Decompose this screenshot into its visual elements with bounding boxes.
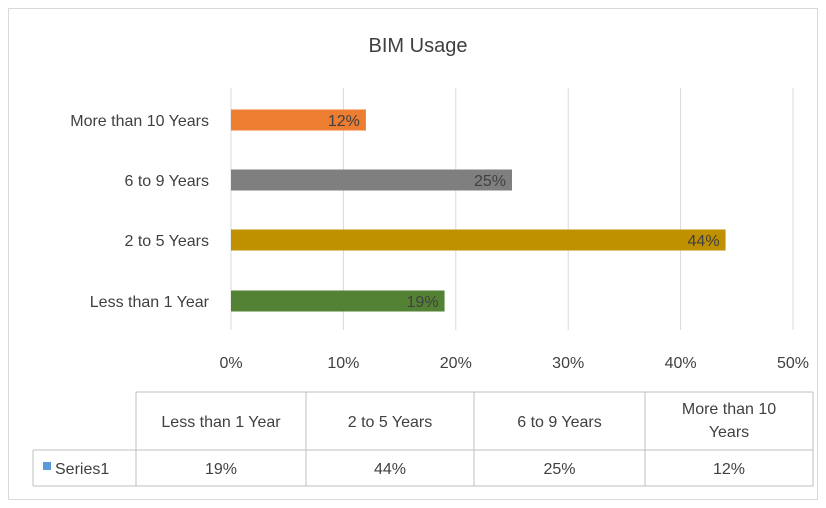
bars: 19% 44% 25% 12% — [231, 109, 726, 312]
x-tick-label: 20% — [440, 355, 472, 372]
bar — [231, 109, 366, 131]
table-value-cell: 12% — [713, 461, 745, 478]
table-value-cell: 44% — [374, 461, 406, 478]
category-labels: Less than 1 Year 2 to 5 Years 6 to 9 Years… — [70, 113, 209, 311]
x-tick-label: 0% — [219, 355, 242, 372]
legend-key — [43, 462, 51, 470]
table-value-cell: 19% — [205, 461, 237, 478]
data-label: 12% — [328, 113, 360, 130]
table-header-cell: More than 10 Years — [682, 401, 776, 441]
x-tick-label: 30% — [552, 355, 584, 372]
data-label: 19% — [407, 294, 439, 311]
bar — [231, 169, 512, 191]
x-tick-label: 40% — [665, 355, 697, 372]
bar — [231, 229, 726, 251]
data-table: Less than 1 Year 2 to 5 Years 6 to 9 Years… — [32, 391, 814, 487]
x-tick-label: 10% — [327, 355, 359, 372]
chart-frame — [8, 8, 818, 500]
data-label: 44% — [688, 233, 720, 250]
table-header-cell: Less than 1 Year — [161, 414, 281, 431]
data-label: 25% — [474, 173, 506, 190]
table-header-cell: 2 to 5 Years — [348, 414, 433, 431]
category-label: More than 10 Years — [70, 113, 209, 130]
x-tick-label: 50% — [777, 355, 809, 372]
category-label: Less than 1 Year — [90, 294, 210, 311]
category-label: 6 to 9 Years — [124, 173, 209, 190]
table-row-label: Series1 — [55, 461, 109, 478]
table-value-cell: 25% — [543, 461, 575, 478]
chart-title: BIM Usage — [369, 35, 468, 57]
table-header-cell: 6 to 9 Years — [517, 414, 602, 431]
bar — [231, 290, 445, 312]
x-axis-tick-labels: 0% 10% 20% 30% 40% 50% — [219, 355, 809, 372]
category-label: 2 to 5 Years — [124, 233, 209, 250]
